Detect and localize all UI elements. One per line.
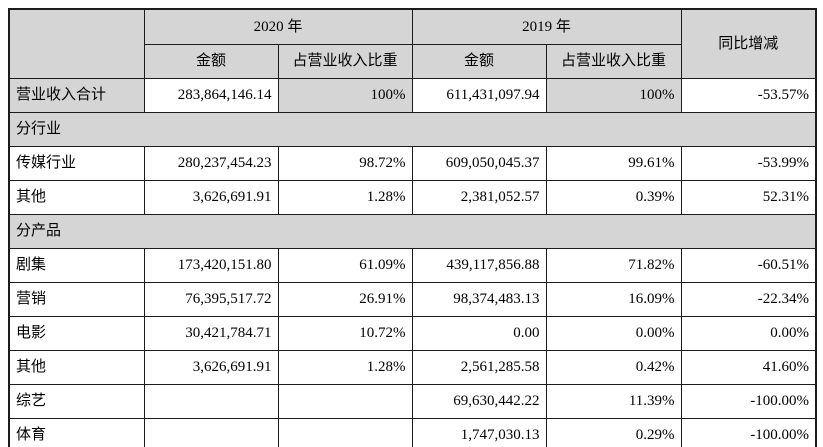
yoy-cell: 0.00% xyxy=(680,316,817,351)
share-2020-cell: 1.28% xyxy=(277,180,413,215)
row-label: 营销 xyxy=(8,282,145,317)
header-amount-2019: 金额 xyxy=(411,44,547,79)
amount-2019-cell: 611,431,097.94 xyxy=(411,78,547,113)
row-label: 电影 xyxy=(8,316,145,351)
yoy-cell: -53.57% xyxy=(680,78,817,113)
amount-2020-cell: 76,395,517.72 xyxy=(143,282,279,317)
amount-2019-cell: 2,561,285.58 xyxy=(411,350,547,385)
share-2020-cell: 61.09% xyxy=(277,248,413,283)
amount-2019-cell: 2,381,052.57 xyxy=(411,180,547,215)
share-2019-cell: 16.09% xyxy=(545,282,682,317)
section-label: 分产品 xyxy=(8,214,817,249)
table-row: 电影 30,421,784.71 10.72% 0.00 0.00% 0.00% xyxy=(8,316,817,351)
table-row: 传媒行业 280,237,454.23 98.72% 609,050,045.3… xyxy=(8,146,817,181)
row-label: 剧集 xyxy=(8,248,145,283)
share-2019-cell: 0.00% xyxy=(545,316,682,351)
amount-2020-cell: 3,626,691.91 xyxy=(143,350,279,385)
yoy-cell: -100.00% xyxy=(680,384,817,419)
share-2019-cell: 71.82% xyxy=(545,248,682,283)
row-label: 综艺 xyxy=(8,384,145,419)
yoy-cell: -22.34% xyxy=(680,282,817,317)
table-row: 综艺 69,630,442.22 11.39% -100.00% xyxy=(8,384,817,419)
row-label: 传媒行业 xyxy=(8,146,145,181)
amount-2019-cell: 0.00 xyxy=(411,316,547,351)
amount-2019-cell: 439,117,856.88 xyxy=(411,248,547,283)
yoy-cell: 52.31% xyxy=(680,180,817,215)
share-2019-cell: 99.61% xyxy=(545,146,682,181)
share-2019-cell: 0.42% xyxy=(545,350,682,385)
share-2020-cell: 1.28% xyxy=(277,350,413,385)
amount-2019-cell: 69,630,442.22 xyxy=(411,384,547,419)
yoy-cell: 41.60% xyxy=(680,350,817,385)
header-yoy: 同比增减 xyxy=(680,8,817,79)
header-row-years: 2020 年 2019 年 同比增减 xyxy=(8,8,817,79)
amount-2020-cell xyxy=(143,384,279,419)
amount-2020-cell: 173,420,151.80 xyxy=(143,248,279,283)
section-label: 分行业 xyxy=(8,112,817,147)
row-label: 营业收入合计 xyxy=(8,78,145,113)
section-row-product: 分产品 xyxy=(8,214,817,249)
share-2020-cell: 98.72% xyxy=(277,146,413,181)
header-share-2019: 占营业收入比重 xyxy=(545,44,682,79)
share-2019-cell: 0.39% xyxy=(545,180,682,215)
table-row: 其他 3,626,691.91 1.28% 2,381,052.57 0.39%… xyxy=(8,180,817,215)
header-year-2020: 2020 年 xyxy=(143,8,413,45)
row-label: 其他 xyxy=(8,180,145,215)
section-row-industry: 分行业 xyxy=(8,112,817,147)
amount-2019-cell: 609,050,045.37 xyxy=(411,146,547,181)
share-2019-cell: 0.29% xyxy=(545,418,682,447)
amount-2020-cell: 280,237,454.23 xyxy=(143,146,279,181)
share-2020-cell: 26.91% xyxy=(277,282,413,317)
header-share-2020: 占营业收入比重 xyxy=(277,44,413,79)
table-row: 体育 1,747,030.13 0.29% -100.00% xyxy=(8,418,817,447)
amount-2020-cell: 3,626,691.91 xyxy=(143,180,279,215)
amount-2019-cell: 98,374,483.13 xyxy=(411,282,547,317)
share-2019-cell: 11.39% xyxy=(545,384,682,419)
header-year-2019: 2019 年 xyxy=(411,8,682,45)
table-row: 剧集 173,420,151.80 61.09% 439,117,856.88 … xyxy=(8,248,817,283)
header-amount-2020: 金额 xyxy=(143,44,279,79)
row-label: 体育 xyxy=(8,418,145,447)
table-row: 其他 3,626,691.91 1.28% 2,561,285.58 0.42%… xyxy=(8,350,817,385)
table-row-total: 营业收入合计 283,864,146.14 100% 611,431,097.9… xyxy=(8,78,817,113)
amount-2020-cell: 30,421,784.71 xyxy=(143,316,279,351)
yoy-cell: -100.00% xyxy=(680,418,817,447)
share-2020-cell xyxy=(277,384,413,419)
revenue-breakdown-table: 2020 年 2019 年 同比增减 金额 占营业收入比重 金额 占营业收入比重… xyxy=(8,8,818,447)
header-corner-cell xyxy=(8,8,145,79)
header-row-measures: 金额 占营业收入比重 金额 占营业收入比重 xyxy=(9,44,816,79)
amount-2020-cell xyxy=(143,418,279,447)
share-2020-cell: 10.72% xyxy=(277,316,413,351)
share-2020-cell: 100% xyxy=(277,78,413,113)
share-2020-cell xyxy=(277,418,413,447)
amount-2020-cell: 283,864,146.14 xyxy=(143,78,279,113)
amount-2019-cell: 1,747,030.13 xyxy=(411,418,547,447)
table-row: 营销 76,395,517.72 26.91% 98,374,483.13 16… xyxy=(8,282,817,317)
yoy-cell: -53.99% xyxy=(680,146,817,181)
row-label: 其他 xyxy=(8,350,145,385)
share-2019-cell: 100% xyxy=(545,78,682,113)
yoy-cell: -60.51% xyxy=(680,248,817,283)
